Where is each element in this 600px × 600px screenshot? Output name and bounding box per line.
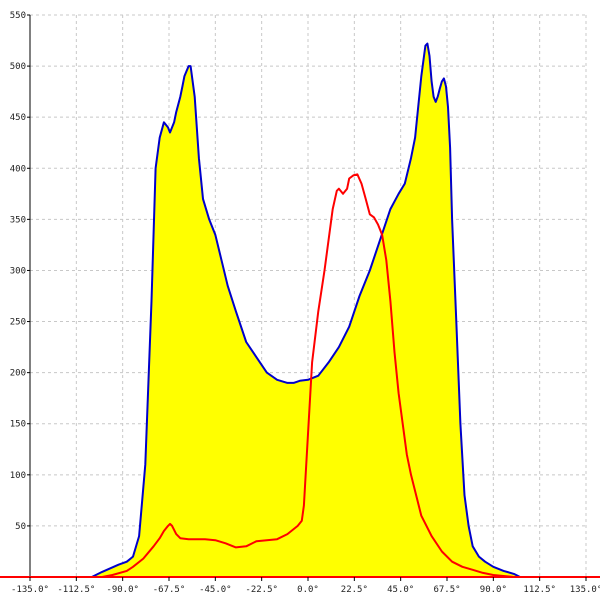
y-tick-label: 550 xyxy=(10,11,26,21)
x-tick-label: 67.5° xyxy=(433,585,460,595)
series-2-line xyxy=(30,173,586,578)
y-tick-label: 100 xyxy=(10,471,26,481)
y-tick-label: 200 xyxy=(10,369,26,379)
x-tick-label: 0.0° xyxy=(297,585,319,595)
x-tick-label: 45.0° xyxy=(387,585,414,595)
y-tick-label: 400 xyxy=(10,164,26,174)
x-tick-label: 90.0° xyxy=(480,585,507,595)
x-tick-label: -22.5° xyxy=(245,585,278,595)
y-tick-label: 300 xyxy=(10,266,26,276)
x-tick-label: -67.5° xyxy=(153,585,186,595)
x-tick-label: -45.0° xyxy=(199,585,232,595)
y-tick-label: 350 xyxy=(10,215,26,225)
x-tick-label: -135.0° xyxy=(11,585,49,595)
y-tick-label: 50 xyxy=(15,522,26,532)
y-tick-label: 500 xyxy=(10,62,26,72)
x-tick-label: -112.5° xyxy=(57,585,95,595)
x-tick-label: 22.5° xyxy=(341,585,368,595)
y-tick-label: 450 xyxy=(10,113,26,123)
x-tick-label: -90.0° xyxy=(106,585,139,595)
x-tick-label: 112.5° xyxy=(523,585,556,595)
y-tick-label: 250 xyxy=(10,318,26,328)
series-1-area xyxy=(30,43,586,578)
series-1-line xyxy=(30,42,586,578)
y-tick-label: 150 xyxy=(10,420,26,430)
x-tick-label: 135.0° xyxy=(570,585,600,595)
